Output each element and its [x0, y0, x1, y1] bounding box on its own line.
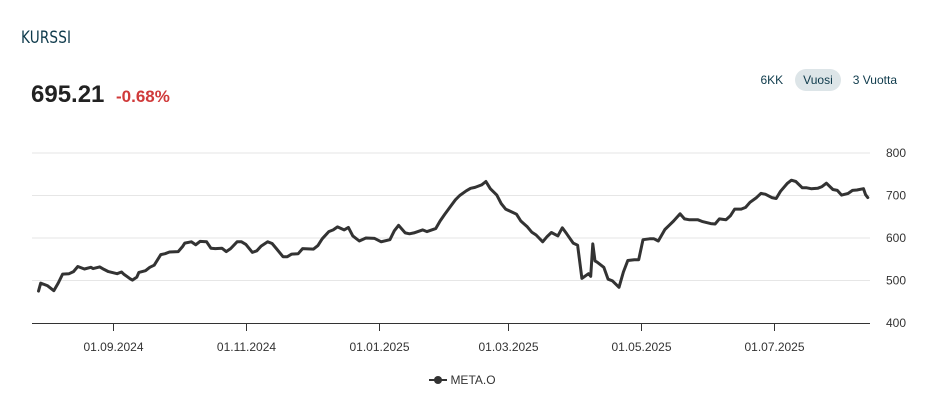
- axes: 400 500 600 700 800 01.09.2024 01.11.2024 01.01…: [32, 146, 906, 354]
- current-price: 695.21: [31, 81, 105, 108]
- y-tick-label: 800: [886, 146, 906, 160]
- y-tick-label: 700: [886, 189, 906, 203]
- range-button-vuosi[interactable]: Vuosi: [795, 69, 841, 91]
- price-change: -0.68%: [116, 87, 170, 106]
- legend-line-marker-icon: [429, 375, 448, 385]
- y-tick-label: 400: [886, 316, 906, 330]
- series-layer: [37, 178, 870, 293]
- x-tick-label: 01.09.2024: [83, 340, 143, 354]
- x-tick-label: 01.11.2024: [217, 340, 276, 354]
- legend-label: META.O: [450, 373, 496, 387]
- x-tick-label: 01.05.2025: [611, 340, 671, 354]
- x-tick-label: 01.03.2025: [478, 340, 538, 354]
- range-button-3-vuotta[interactable]: 3 Vuotta: [852, 73, 897, 87]
- y-tick-label: 500: [886, 274, 906, 288]
- section-title: KURSSI: [21, 28, 72, 48]
- range-button-6kk[interactable]: 6KK: [760, 73, 784, 87]
- legend[interactable]: META.O: [0, 373, 925, 388]
- y-tick-label: 600: [886, 231, 906, 245]
- range-selector: 6KK Vuosi 3 Vuotta: [752, 69, 905, 91]
- series-line-meta-o[interactable]: [37, 178, 870, 293]
- gridlines: [32, 152, 870, 281]
- x-tick-label: 01.07.2025: [744, 340, 804, 354]
- x-tick-label: 01.01.2025: [349, 340, 409, 354]
